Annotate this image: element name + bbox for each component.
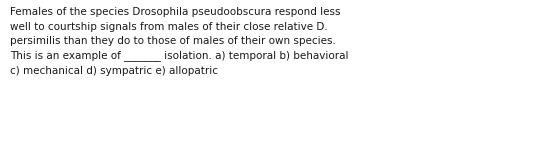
Text: Females of the species Drosophila pseudoobscura respond less
well to courtship s: Females of the species Drosophila pseudo… [10,7,349,76]
